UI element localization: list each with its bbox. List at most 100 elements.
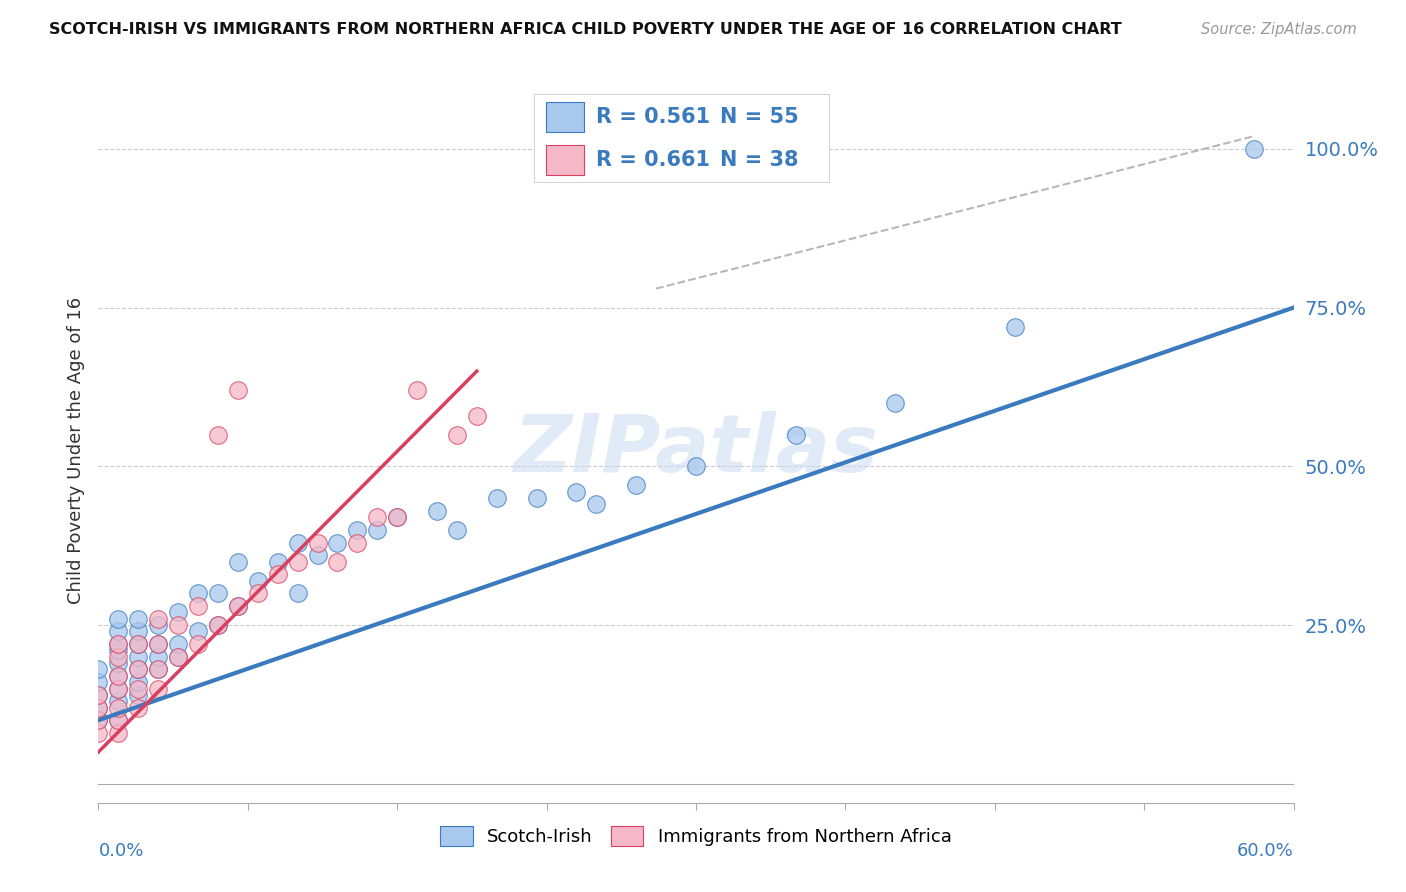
- Point: [385, 510, 409, 524]
- Point: [167, 605, 190, 619]
- Point: [87, 688, 110, 702]
- Point: [167, 637, 190, 651]
- Text: SCOTCH-IRISH VS IMMIGRANTS FROM NORTHERN AFRICA CHILD POVERTY UNDER THE AGE OF 1: SCOTCH-IRISH VS IMMIGRANTS FROM NORTHERN…: [49, 22, 1122, 37]
- Text: 0.0%: 0.0%: [98, 841, 143, 860]
- Point: [526, 491, 548, 505]
- Point: [107, 612, 129, 626]
- Y-axis label: Child Poverty Under the Age of 16: Child Poverty Under the Age of 16: [66, 297, 84, 604]
- Point: [187, 599, 209, 613]
- Point: [246, 574, 269, 588]
- FancyBboxPatch shape: [546, 145, 585, 175]
- Point: [226, 383, 249, 397]
- Point: [226, 599, 249, 613]
- Point: [107, 656, 129, 670]
- Point: [426, 504, 449, 518]
- Point: [107, 669, 129, 683]
- Point: [87, 713, 110, 727]
- Point: [307, 535, 329, 549]
- Text: N = 38: N = 38: [720, 150, 799, 169]
- Point: [107, 681, 129, 696]
- Point: [87, 713, 110, 727]
- Point: [107, 637, 129, 651]
- Point: [465, 409, 488, 423]
- Point: [287, 535, 309, 549]
- Point: [226, 599, 249, 613]
- Point: [884, 396, 907, 410]
- Point: [785, 427, 807, 442]
- Point: [127, 681, 149, 696]
- Point: [446, 523, 468, 537]
- Point: [127, 663, 149, 677]
- Point: [107, 624, 129, 639]
- Point: [187, 586, 209, 600]
- FancyBboxPatch shape: [546, 102, 585, 132]
- Point: [107, 649, 129, 664]
- Point: [107, 713, 129, 727]
- Point: [148, 663, 170, 677]
- Point: [366, 523, 388, 537]
- Point: [127, 637, 149, 651]
- Point: [148, 637, 170, 651]
- Point: [585, 497, 607, 511]
- Point: [326, 535, 349, 549]
- Point: [246, 586, 269, 600]
- Point: [326, 555, 349, 569]
- Point: [107, 700, 129, 714]
- Point: [87, 726, 110, 740]
- Point: [346, 523, 368, 537]
- Point: [346, 535, 368, 549]
- Point: [87, 700, 110, 714]
- Point: [167, 618, 190, 632]
- Point: [148, 649, 170, 664]
- Point: [167, 649, 190, 664]
- Point: [107, 694, 129, 708]
- Point: [148, 618, 170, 632]
- Text: R = 0.561: R = 0.561: [596, 107, 710, 127]
- Point: [207, 586, 229, 600]
- Point: [127, 612, 149, 626]
- Legend: Scotch-Irish, Immigrants from Northern Africa: Scotch-Irish, Immigrants from Northern A…: [433, 818, 959, 854]
- Text: Source: ZipAtlas.com: Source: ZipAtlas.com: [1201, 22, 1357, 37]
- Point: [148, 612, 170, 626]
- Point: [685, 459, 707, 474]
- Point: [626, 478, 648, 492]
- Point: [287, 586, 309, 600]
- Point: [167, 649, 190, 664]
- Point: [307, 548, 329, 562]
- Point: [148, 681, 170, 696]
- Point: [107, 726, 129, 740]
- Point: [366, 510, 388, 524]
- Point: [446, 427, 468, 442]
- Point: [127, 688, 149, 702]
- Point: [1004, 319, 1026, 334]
- FancyBboxPatch shape: [534, 94, 830, 183]
- Text: ZIPatlas: ZIPatlas: [513, 411, 879, 490]
- Point: [187, 637, 209, 651]
- Point: [87, 688, 110, 702]
- Point: [107, 643, 129, 657]
- Point: [107, 681, 129, 696]
- Point: [226, 555, 249, 569]
- Point: [127, 649, 149, 664]
- Point: [565, 484, 588, 499]
- Point: [207, 618, 229, 632]
- Point: [187, 624, 209, 639]
- Point: [287, 555, 309, 569]
- Point: [127, 700, 149, 714]
- Text: 60.0%: 60.0%: [1237, 841, 1294, 860]
- Point: [267, 555, 290, 569]
- Point: [406, 383, 429, 397]
- Point: [107, 669, 129, 683]
- Point: [127, 663, 149, 677]
- Point: [107, 713, 129, 727]
- Point: [485, 491, 508, 505]
- Point: [87, 700, 110, 714]
- Text: R = 0.661: R = 0.661: [596, 150, 710, 169]
- Point: [385, 510, 409, 524]
- Point: [127, 637, 149, 651]
- Point: [267, 567, 290, 582]
- Point: [1243, 142, 1265, 156]
- Point: [87, 675, 110, 690]
- Point: [87, 663, 110, 677]
- Point: [207, 427, 229, 442]
